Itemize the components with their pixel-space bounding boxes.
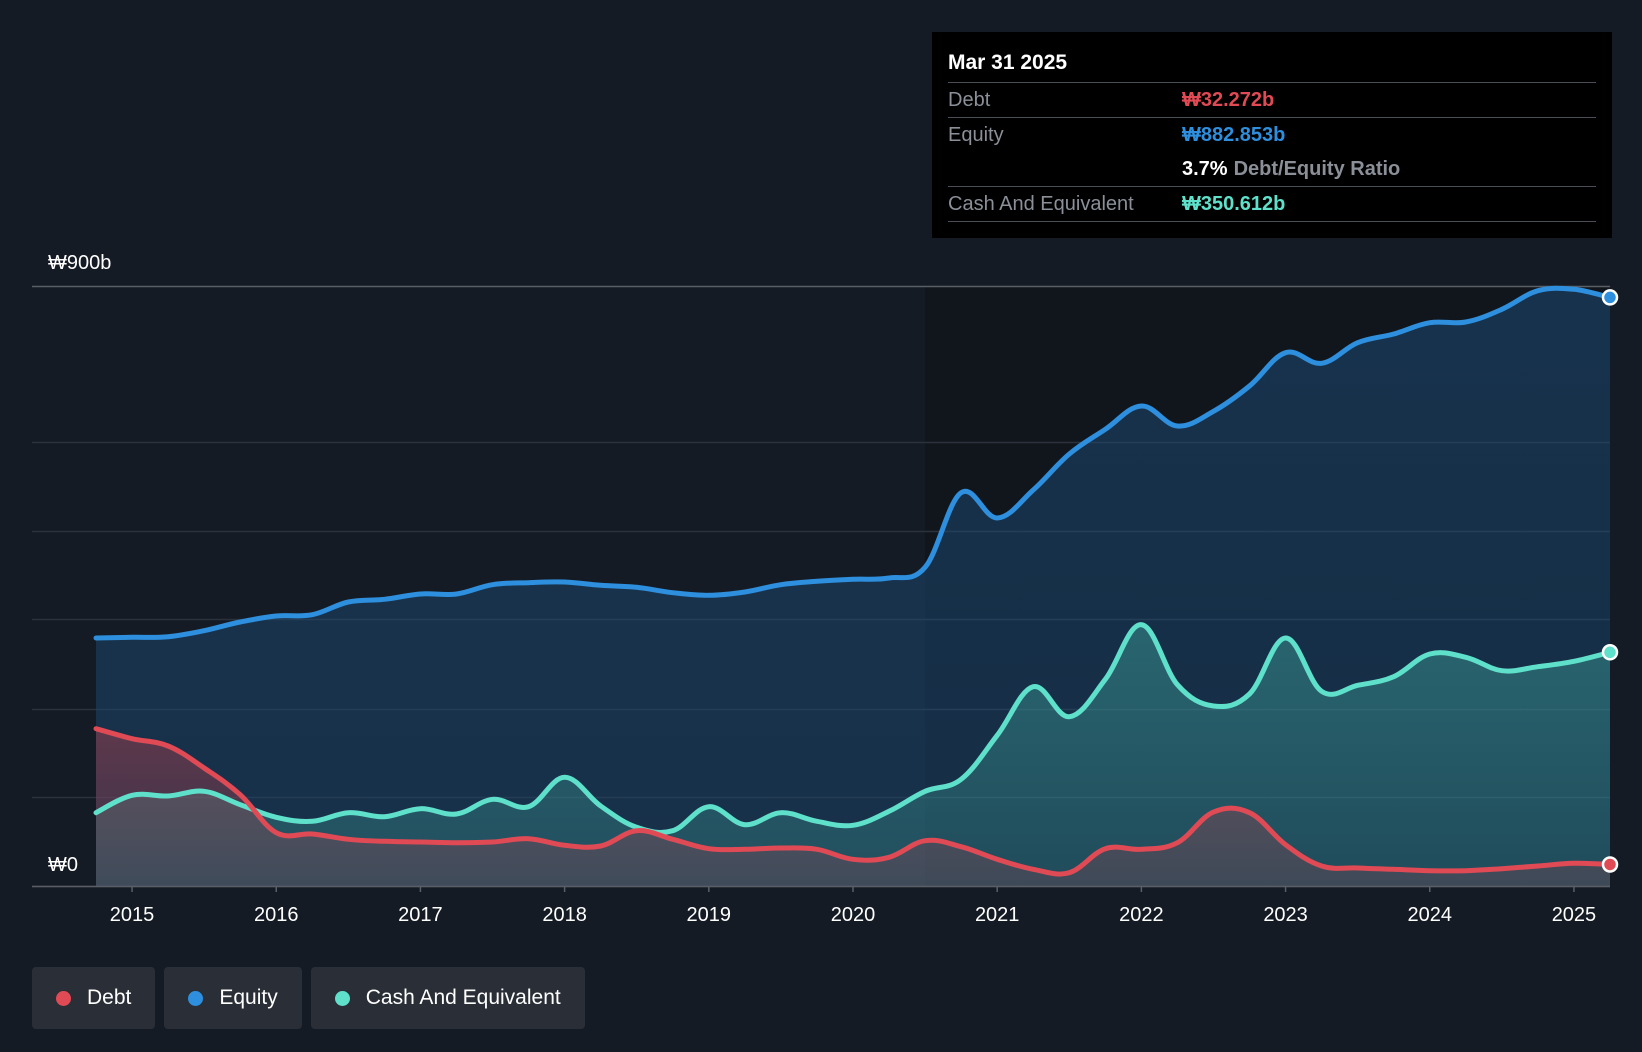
equity-end-marker[interactable] xyxy=(1601,289,1619,306)
y-axis-top-label: ₩900b xyxy=(48,252,111,274)
legend-dot-debt xyxy=(56,990,71,1006)
x-tick-label-2021: 2021 xyxy=(975,904,1020,926)
legend-item-debt[interactable]: Debt xyxy=(32,967,156,1029)
tooltip-date: Mar 31 2025 xyxy=(948,32,1596,83)
tooltip-debt-value: ₩32.272b xyxy=(1182,88,1275,111)
x-tick-label-2020: 2020 xyxy=(831,904,876,926)
debt-line xyxy=(93,726,1613,877)
legend-label-equity: Equity xyxy=(219,986,278,1009)
x-tick-label-2023: 2023 xyxy=(1263,904,1308,926)
tooltip-equity-row: Equity ₩882.853b xyxy=(948,118,1596,152)
debt-end-marker[interactable] xyxy=(1601,856,1619,873)
tooltip-equity-label: Equity xyxy=(948,123,1004,146)
tooltip-cash-label: Cash And Equivalent xyxy=(948,192,1134,215)
x-tick-label-2022: 2022 xyxy=(1119,904,1164,926)
x-tick-label-2017: 2017 xyxy=(398,904,443,926)
legend-dot-equity xyxy=(188,990,204,1006)
tooltip: Mar 31 2025 Debt ₩32.272b Equity ₩882.85… xyxy=(932,32,1612,238)
x-tick-label-2024: 2024 xyxy=(1408,904,1453,926)
legend-label-cash: Cash And Equivalent xyxy=(365,986,561,1009)
x-tick-label-2015: 2015 xyxy=(110,904,155,926)
legend: Debt Equity Cash And Equivalent xyxy=(32,967,585,1029)
tooltip-ratio-row: 3.7% Debt/Equity Ratio xyxy=(948,152,1596,187)
legend-item-equity[interactable]: Equity xyxy=(164,967,302,1029)
x-tick-label-2016: 2016 xyxy=(254,904,299,926)
tooltip-cash-value: ₩350.612b xyxy=(1182,192,1286,215)
cash-and-equivalent-line xyxy=(93,622,1613,835)
x-tick-label-2019: 2019 xyxy=(687,904,732,926)
cash-and-equivalent-end-marker[interactable] xyxy=(1601,644,1619,661)
tooltip-cash-row: Cash And Equivalent ₩350.612b xyxy=(948,187,1596,222)
tooltip-debt-label: Debt xyxy=(948,88,991,111)
tooltip-ratio-label: Debt/Equity Ratio xyxy=(1233,157,1401,180)
tooltip-ratio-value: 3.7% xyxy=(1182,157,1228,180)
x-tick-label-2018: 2018 xyxy=(542,904,587,926)
tooltip-equity-value: ₩882.853b xyxy=(1182,123,1286,146)
legend-label-debt: Debt xyxy=(87,986,132,1009)
tooltip-debt-row: Debt ₩32.272b xyxy=(948,83,1596,118)
x-tick-label-2025: 2025 xyxy=(1552,904,1597,926)
legend-item-cash[interactable]: Cash And Equivalent xyxy=(310,967,585,1029)
debt-area xyxy=(96,728,1610,886)
equity-line xyxy=(93,285,1613,641)
legend-dot-cash xyxy=(334,990,350,1006)
y-axis-bottom-label: ₩0 xyxy=(48,854,78,876)
